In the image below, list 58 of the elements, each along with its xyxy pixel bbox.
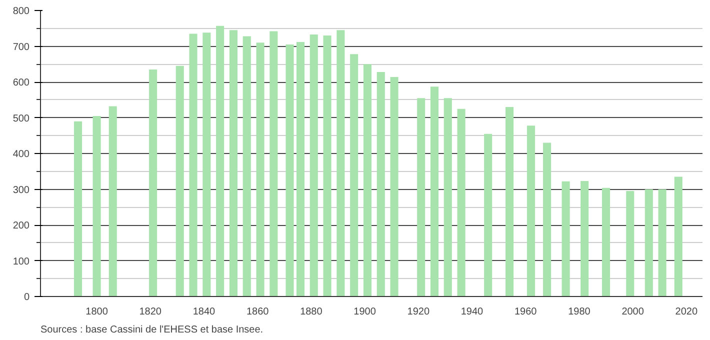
source-note: Sources : base Cassini de l'EHESS et base Insee.: [40, 324, 264, 336]
bar: [350, 54, 358, 296]
bar: [92, 116, 101, 296]
bar: [506, 107, 514, 296]
bar: [430, 86, 439, 296]
y-tick-label: 300: [12, 184, 30, 196]
bar: [189, 34, 198, 296]
x-tick-label: 1820: [139, 306, 162, 318]
bar: [457, 108, 466, 296]
bar: [256, 42, 264, 296]
bar: [644, 189, 653, 296]
bar: [580, 181, 589, 296]
bar: [242, 36, 251, 296]
bar: [108, 106, 117, 296]
bar: [74, 121, 82, 296]
x-tick-label: 1860: [246, 306, 270, 318]
bar: [286, 44, 294, 296]
y-tick-label: 800: [12, 6, 30, 17]
bar: [270, 31, 278, 296]
bar: [229, 30, 238, 296]
bar: [674, 176, 682, 296]
x-tick-label: 1840: [192, 306, 216, 318]
bar: [562, 181, 570, 296]
x-tick-label: 1880: [300, 306, 323, 318]
bar: [658, 189, 666, 296]
bar: [484, 134, 492, 296]
bar: [363, 64, 372, 296]
bar: [310, 34, 318, 296]
x-tick-label: 1960: [514, 306, 538, 318]
bar: [626, 191, 634, 296]
x-tick-label: 1980: [568, 306, 591, 318]
y-tick-label: 500: [12, 113, 30, 124]
bar: [336, 30, 345, 296]
x-tick-label: 1920: [407, 306, 430, 318]
bar: [390, 76, 398, 296]
bar: [543, 142, 552, 296]
bar: [149, 69, 158, 296]
y-tick-label: 400: [12, 149, 30, 160]
bar: [526, 126, 535, 296]
bar: [417, 98, 426, 296]
bar: [376, 72, 385, 296]
bar: [296, 42, 304, 296]
x-tick-label: 1940: [460, 306, 484, 318]
bar: [176, 66, 184, 296]
bar: [323, 36, 332, 296]
x-tick-label: 2020: [675, 306, 698, 318]
y-tick-label: 200: [12, 220, 30, 232]
x-tick-label: 1900: [354, 306, 376, 318]
x-tick-label: 1800: [86, 306, 108, 318]
y-tick-label: 700: [12, 42, 30, 53]
y-tick-label: 100: [12, 256, 30, 268]
bar: [216, 26, 224, 296]
bar: [602, 188, 610, 296]
y-tick-label: 600: [12, 78, 30, 88]
y-tick-label: 0: [24, 292, 30, 303]
bar: [202, 32, 211, 296]
x-tick-label: 2000: [622, 306, 644, 318]
bar: [444, 98, 452, 296]
